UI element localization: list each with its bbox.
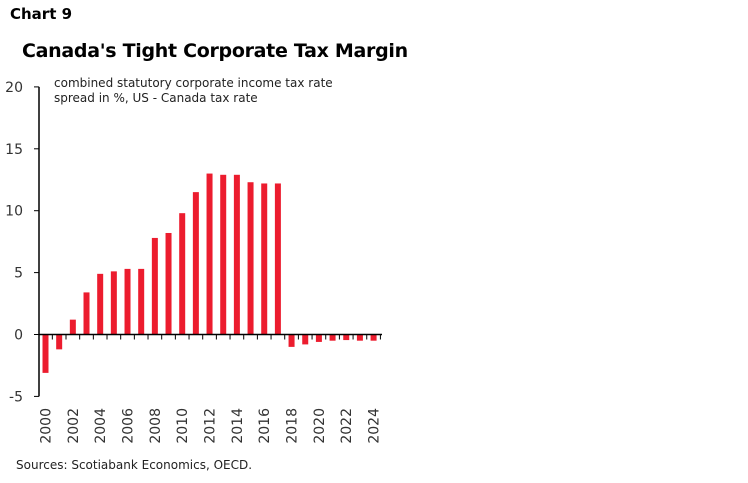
x-tick-label: 2018 — [285, 408, 301, 444]
source-note: Sources: Scotiabank Economics, OECD. — [16, 458, 253, 472]
bar-2020 — [315, 334, 322, 342]
bar-2013 — [220, 174, 227, 335]
x-tick-label: 2024 — [367, 408, 383, 444]
x-tick-label: 2012 — [203, 408, 219, 444]
y-tick-label: 20 — [5, 80, 23, 96]
bar-2003 — [83, 292, 90, 335]
bar-2015 — [247, 182, 254, 335]
x-tick-label: 2000 — [39, 408, 55, 444]
bar-2006 — [124, 268, 131, 335]
bar-2007 — [138, 268, 145, 335]
bar-2000 — [42, 334, 49, 373]
x-tick-label: 2020 — [312, 408, 328, 444]
bar-2001 — [56, 334, 63, 350]
x-tick-label: 2002 — [66, 408, 82, 444]
bar-2012 — [206, 173, 213, 335]
bar-2014 — [233, 174, 240, 335]
bar-2024 — [370, 334, 377, 341]
bar-2016 — [261, 183, 268, 335]
x-tick-label: 2008 — [148, 408, 164, 444]
bar-2019 — [302, 334, 309, 345]
x-tick-label: 2022 — [339, 408, 355, 444]
x-tick-label: 2004 — [93, 408, 109, 444]
bar-2011 — [192, 192, 199, 335]
bar-2018 — [288, 334, 295, 347]
bar-2022 — [343, 334, 350, 341]
bar-2021 — [329, 334, 336, 341]
bar-2004 — [97, 273, 104, 335]
chart-number: Chart 9 — [10, 5, 73, 23]
bar-2002 — [69, 319, 76, 335]
bar-2009 — [165, 232, 172, 335]
chart-subtitle: combined statutory corporate income tax … — [54, 76, 333, 106]
bar-2008 — [151, 237, 158, 335]
x-tick-label: 2010 — [175, 408, 191, 444]
bar-2005 — [110, 271, 117, 335]
y-tick-label: 15 — [5, 142, 23, 158]
x-tick-label: 2016 — [257, 408, 273, 444]
y-tick-label: -5 — [9, 389, 23, 405]
bar-2023 — [356, 334, 363, 341]
y-tick-label: 5 — [14, 266, 23, 282]
y-tick-label: 10 — [5, 204, 23, 220]
y-tick-label: 0 — [14, 328, 23, 344]
chart-title: Canada's Tight Corporate Tax Margin — [22, 40, 408, 62]
subtitle-line-2: spread in %, US - Canada tax rate — [54, 91, 258, 105]
bar-2010 — [179, 213, 186, 335]
x-tick-label: 2006 — [121, 408, 137, 444]
subtitle-line-1: combined statutory corporate income tax … — [54, 76, 333, 90]
bar-2017 — [274, 183, 281, 335]
x-tick-label: 2014 — [230, 408, 246, 444]
